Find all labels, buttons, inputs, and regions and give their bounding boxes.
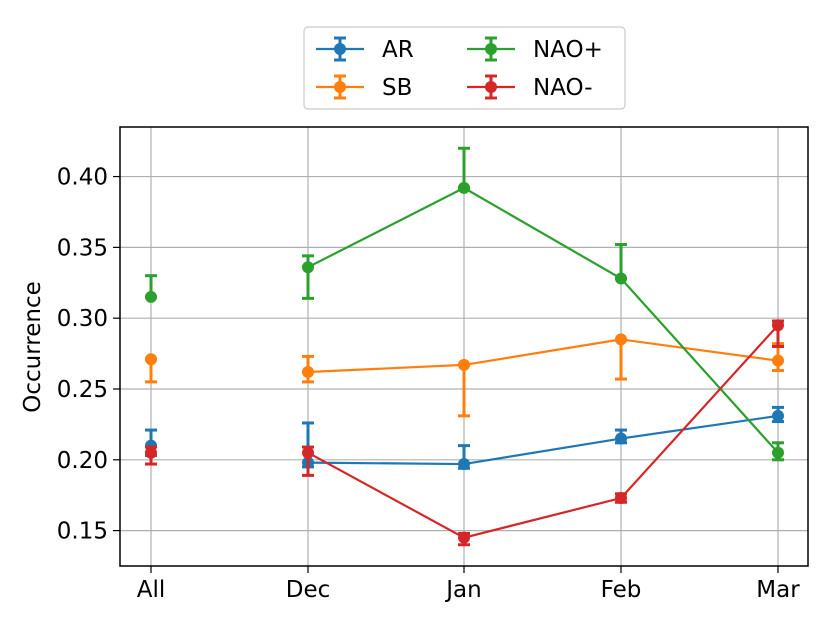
y-tick-label: 0.40 <box>57 165 108 191</box>
series-line <box>307 186 779 454</box>
axes: All Dec Jan Feb Mar 0.15 0.20 0.25 0.30 0.35 0.40 <box>57 165 800 603</box>
data-point <box>772 354 784 367</box>
legend-label: NAO- <box>533 75 593 101</box>
data-point <box>458 531 470 544</box>
y-tick-label: 0.15 <box>57 519 108 545</box>
legend-marker <box>485 43 497 55</box>
y-tick-label: 0.25 <box>57 377 108 403</box>
legend-marker <box>334 43 346 55</box>
series-nao-minusplus <box>145 146 784 462</box>
x-tick-label: Dec <box>286 577 331 603</box>
legend-marker <box>485 81 497 93</box>
series-line <box>307 414 779 466</box>
data-point <box>615 432 627 445</box>
data-point <box>145 353 157 366</box>
data-point <box>772 446 784 459</box>
legend-item: AR <box>316 36 414 63</box>
data-point <box>458 358 470 371</box>
data-point <box>302 261 314 274</box>
legend-label: SB <box>382 75 412 101</box>
y-tick-label: 0.30 <box>57 306 108 332</box>
data-point <box>145 290 157 303</box>
legend-item: SB <box>316 74 412 101</box>
y-tick-label: 0.20 <box>57 448 108 474</box>
data-point <box>615 333 627 346</box>
legend: AR SB NAO+ NAO- <box>303 26 626 110</box>
legend-marker <box>334 81 346 93</box>
data-point <box>145 446 157 459</box>
data-point <box>772 409 784 422</box>
series-layer <box>145 146 784 547</box>
series-sb <box>145 333 784 418</box>
y-tick-label: 0.35 <box>57 235 108 261</box>
data-point <box>302 446 314 459</box>
data-point <box>458 181 470 194</box>
legend-item: NAO- <box>467 74 593 101</box>
series-line <box>307 338 779 374</box>
y-axis-label: Occurrence <box>20 281 46 413</box>
data-point <box>302 365 314 378</box>
series-nao-minus <box>145 319 784 547</box>
legend-label: AR <box>382 37 414 63</box>
legend-frame <box>303 26 626 110</box>
x-tick-label: All <box>137 577 166 603</box>
data-point <box>615 492 627 505</box>
legend-item: NAO+ <box>467 36 603 63</box>
data-point <box>615 272 627 285</box>
legend-label: NAO+ <box>533 37 603 63</box>
x-tick-label: Jan <box>444 577 481 603</box>
x-tick-label: Feb <box>601 577 642 603</box>
data-point <box>772 319 784 332</box>
data-point <box>458 458 470 471</box>
series-line <box>307 324 779 539</box>
x-tick-label: Mar <box>756 577 800 603</box>
